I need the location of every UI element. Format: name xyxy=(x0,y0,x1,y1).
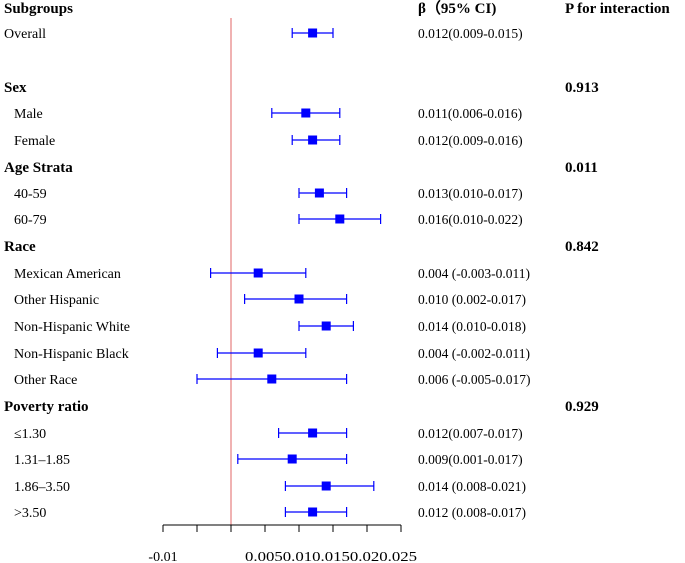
group-row: Race 0.842 xyxy=(4,239,599,255)
subgroup-label: Male xyxy=(14,107,43,122)
point-estimate-marker xyxy=(321,481,331,491)
subgroup-label: Other Hispanic xyxy=(14,293,99,308)
point-estimate-marker xyxy=(253,348,263,358)
subgroup-row: Non-Hispanic White 0.014 (0.010-0.018) xyxy=(14,319,526,335)
subgroup-label: 1.31–1.85 xyxy=(14,453,70,468)
group-row: Poverty ratio 0.929 xyxy=(4,399,599,415)
point-estimate-marker xyxy=(253,268,263,278)
point-estimate-marker xyxy=(294,294,304,304)
subgroup-row: >3.50 0.012 (0.008-0.017) xyxy=(14,505,526,521)
point-estimate-marker xyxy=(321,321,331,331)
beta-ci-value: 0.004 (-0.002-0.011) xyxy=(418,346,530,361)
subgroup-row: Mexican American 0.004 (-0.003-0.011) xyxy=(14,266,530,282)
group-label: Race xyxy=(4,239,36,255)
subgroup-label: Other Race xyxy=(14,373,77,388)
subgroup-row: Non-Hispanic Black 0.004 (-0.002-0.011) xyxy=(14,346,530,362)
subgroup-row: 60-79 0.016(0.010-0.022) xyxy=(14,212,523,228)
subgroup-row: Overall 0.012(0.009-0.015) xyxy=(4,26,523,42)
p-interaction-value: 0.011 xyxy=(565,160,598,176)
subgroup-label: Non-Hispanic White xyxy=(14,320,130,335)
p-interaction-value: 0.913 xyxy=(565,80,599,96)
subgroup-row: Male 0.011(0.006-0.016) xyxy=(14,106,522,122)
point-estimate-marker xyxy=(308,28,318,38)
subgroup-row: ≤1.30 0.012(0.007-0.017) xyxy=(14,426,523,442)
beta-ci-value: 0.012(0.007-0.017) xyxy=(418,426,523,441)
beta-ci-value: 0.012(0.009-0.016) xyxy=(418,133,523,148)
point-estimate-marker xyxy=(287,454,297,464)
beta-ci-value: 0.004 (-0.003-0.011) xyxy=(418,266,530,281)
beta-ci-value: 0.012 (0.008-0.017) xyxy=(418,505,526,520)
subgroup-row: 40-59 0.013(0.010-0.017) xyxy=(14,186,523,202)
subgroup-row: 1.86–3.50 0.014 (0.008-0.021) xyxy=(14,479,526,495)
p-interaction-header: P for interaction xyxy=(565,1,670,17)
subgroup-label: Non-Hispanic Black xyxy=(14,347,129,362)
beta-ci-value: 0.014 (0.010-0.018) xyxy=(418,319,526,334)
subgroup-label: 40-59 xyxy=(14,187,47,202)
point-estimate-marker xyxy=(267,374,277,384)
rows-layer: Overall 0.012(0.009-0.015) Sex 0.913 Male 0.0… xyxy=(4,26,599,521)
beta-ci-header: β（95% CI) xyxy=(418,0,496,17)
subgroup-row: Other Race 0.006 (-0.005-0.017) xyxy=(14,372,530,388)
point-estimate-marker xyxy=(335,214,345,224)
x-tick-label: 0.0050.010.0150.020.025 xyxy=(245,550,417,563)
point-estimate-marker xyxy=(308,428,318,438)
subgroup-label: 1.86–3.50 xyxy=(14,480,70,495)
subgroup-row: Other Hispanic 0.010 (0.002-0.017) xyxy=(14,292,526,308)
subgroup-label: Female xyxy=(14,134,55,149)
beta-ci-value: 0.014 (0.008-0.021) xyxy=(418,479,526,494)
group-label: Sex xyxy=(4,80,27,96)
beta-ci-value: 0.016(0.010-0.022) xyxy=(418,212,523,227)
subgroup-label: Overall xyxy=(4,27,46,42)
subgroup-label: >3.50 xyxy=(14,506,46,521)
point-estimate-marker xyxy=(308,135,318,145)
group-label: Poverty ratio xyxy=(4,399,89,415)
subgroup-row: 1.31–1.85 0.009(0.001-0.017) xyxy=(14,452,523,468)
beta-ci-value: 0.013(0.010-0.017) xyxy=(418,186,523,201)
beta-ci-value: 0.012(0.009-0.015) xyxy=(418,26,523,41)
p-interaction-value: 0.842 xyxy=(565,239,599,255)
group-label: Age Strata xyxy=(4,160,73,176)
x-tick-label: -0.01 xyxy=(148,550,177,563)
group-row: Age Strata 0.011 xyxy=(4,160,598,176)
point-estimate-marker xyxy=(314,188,324,198)
beta-ci-value: 0.006 (-0.005-0.017) xyxy=(418,372,530,387)
subgroup-label: ≤1.30 xyxy=(14,427,46,442)
point-estimate-marker xyxy=(301,108,311,118)
beta-ci-value: 0.011(0.006-0.016) xyxy=(418,106,522,121)
group-row: Sex 0.913 xyxy=(4,80,599,96)
x-axis: -0.01 0.0050.010.0150.020.025 xyxy=(148,524,417,563)
beta-ci-value: 0.010 (0.002-0.017) xyxy=(418,292,526,307)
subgroup-label: 60-79 xyxy=(14,213,47,228)
point-estimate-marker xyxy=(308,507,318,517)
p-interaction-value: 0.929 xyxy=(565,399,599,415)
beta-ci-value: 0.009(0.001-0.017) xyxy=(418,452,523,467)
subgroups-header: Subgroups xyxy=(4,1,73,17)
subgroup-row: Female 0.012(0.009-0.016) xyxy=(14,133,523,149)
subgroup-label: Mexican American xyxy=(14,267,121,282)
